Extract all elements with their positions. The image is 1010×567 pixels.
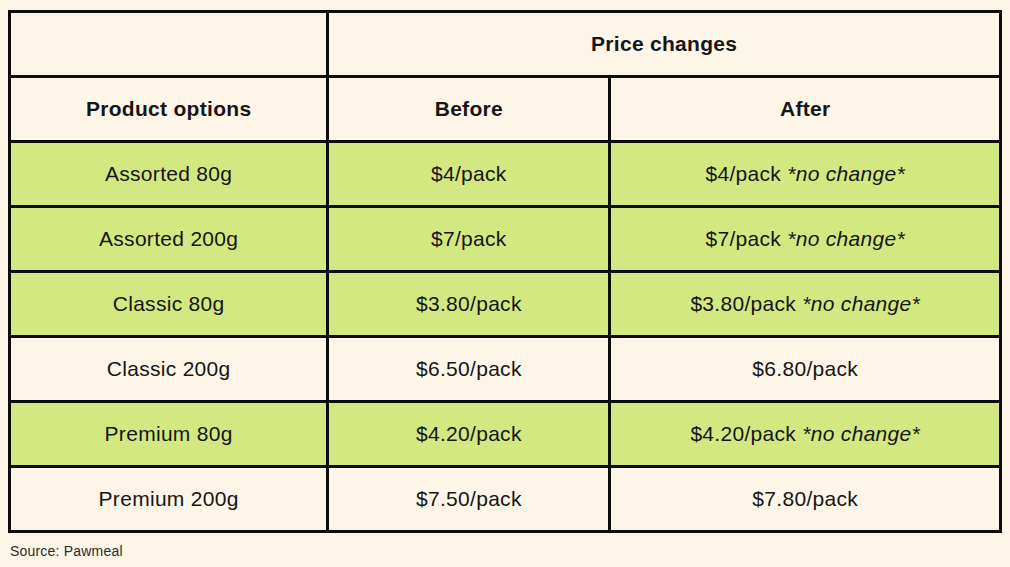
- after-price-cell: $4.20/pack*no change*: [610, 402, 1001, 467]
- after-price-cell: $7.80/pack: [610, 467, 1001, 532]
- header-group-row: Price changes: [10, 12, 1001, 77]
- table-row: Premium 80g $4.20/pack $4.20/pack*no cha…: [10, 402, 1001, 467]
- price-changes-table: Price changes Product options Before Aft…: [8, 10, 1002, 533]
- column-header-before: Before: [328, 77, 610, 142]
- no-change-note: *no change*: [796, 292, 920, 315]
- after-price-value: $7/pack: [705, 227, 781, 250]
- source-caption: Source: Pawmeal: [10, 543, 123, 559]
- after-price-cell: $3.80/pack*no change*: [610, 272, 1001, 337]
- table-row: Assorted 80g $4/pack $4/pack*no change*: [10, 142, 1001, 207]
- after-price-value: $6.80/pack: [752, 357, 858, 380]
- after-price-cell: $7/pack*no change*: [610, 207, 1001, 272]
- product-cell: Classic 80g: [10, 272, 328, 337]
- table-row: Premium 200g $7.50/pack $7.80/pack: [10, 467, 1001, 532]
- after-price-value: $7.80/pack: [752, 487, 858, 510]
- no-change-note: *no change*: [796, 422, 920, 445]
- empty-corner-cell: [10, 12, 328, 77]
- no-change-note: *no change*: [781, 227, 905, 250]
- after-price-value: $4/pack: [705, 162, 781, 185]
- product-cell: Premium 200g: [10, 467, 328, 532]
- before-price-cell: $4/pack: [328, 142, 610, 207]
- price-changes-header: Price changes: [328, 12, 1001, 77]
- column-header-row: Product options Before After: [10, 77, 1001, 142]
- column-header-after: After: [610, 77, 1001, 142]
- table-row: Assorted 200g $7/pack $7/pack*no change*: [10, 207, 1001, 272]
- table-row: Classic 80g $3.80/pack $3.80/pack*no cha…: [10, 272, 1001, 337]
- before-price-cell: $7.50/pack: [328, 467, 610, 532]
- product-cell: Assorted 200g: [10, 207, 328, 272]
- before-price-cell: $7/pack: [328, 207, 610, 272]
- before-price-cell: $3.80/pack: [328, 272, 610, 337]
- after-price-value: $3.80/pack: [690, 292, 796, 315]
- after-price-cell: $6.80/pack: [610, 337, 1001, 402]
- product-cell: Premium 80g: [10, 402, 328, 467]
- product-cell: Classic 200g: [10, 337, 328, 402]
- no-change-note: *no change*: [781, 162, 905, 185]
- table-row: Classic 200g $6.50/pack $6.80/pack: [10, 337, 1001, 402]
- before-price-cell: $6.50/pack: [328, 337, 610, 402]
- after-price-cell: $4/pack*no change*: [610, 142, 1001, 207]
- after-price-value: $4.20/pack: [690, 422, 796, 445]
- column-header-product-options: Product options: [10, 77, 328, 142]
- before-price-cell: $4.20/pack: [328, 402, 610, 467]
- product-cell: Assorted 80g: [10, 142, 328, 207]
